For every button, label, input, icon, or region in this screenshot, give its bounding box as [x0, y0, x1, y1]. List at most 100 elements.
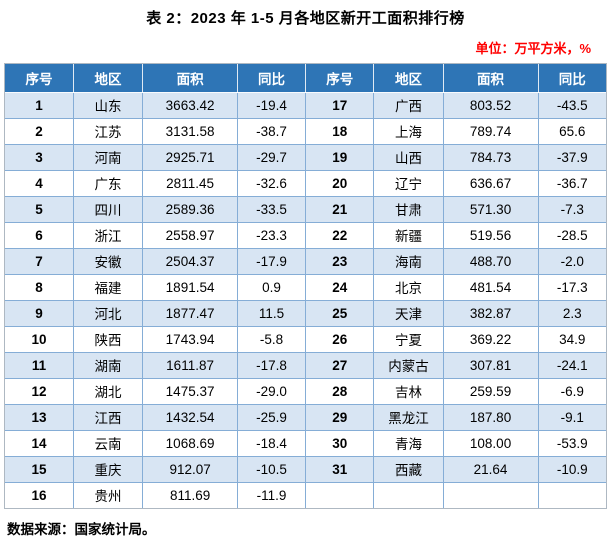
region-cell: 河南 — [72, 144, 144, 171]
region-cell: 河北 — [72, 300, 144, 327]
region-cell: 青海 — [373, 430, 444, 457]
yoy-cell: -19.4 — [237, 92, 306, 119]
yoy-cell: -24.1 — [537, 352, 606, 379]
area-cell: 1877.47 — [142, 300, 239, 327]
region-cell: 天津 — [373, 300, 444, 327]
region-cell: 海南 — [373, 248, 444, 275]
area-cell: 1432.54 — [142, 404, 239, 431]
area-cell: 2504.37 — [142, 248, 239, 275]
area-cell: 803.52 — [442, 92, 539, 119]
region-cell: 山东 — [72, 92, 144, 119]
yoy-cell: -43.5 — [537, 92, 606, 119]
yoy-cell: -9.1 — [537, 404, 606, 431]
area-cell: 2925.71 — [142, 144, 239, 171]
yoy-cell: 34.9 — [537, 326, 606, 353]
rank-cell: 12 — [5, 378, 74, 405]
yoy-cell: -53.9 — [537, 430, 606, 457]
rank-cell: 13 — [5, 404, 74, 431]
yoy-cell: -18.4 — [237, 430, 306, 457]
rank-cell: 5 — [5, 196, 74, 223]
region-cell: 湖南 — [72, 352, 144, 379]
region-cell: 甘肃 — [373, 196, 444, 223]
yoy-cell: -7.3 — [537, 196, 606, 223]
area-cell — [442, 482, 539, 508]
region-cell: 江苏 — [72, 118, 144, 145]
area-cell: 3131.58 — [142, 118, 239, 145]
rank-cell: 10 — [5, 326, 74, 353]
yoy-cell: -17.8 — [237, 352, 306, 379]
region-cell: 云南 — [72, 430, 144, 457]
area-cell: 108.00 — [442, 430, 539, 457]
rank-cell: 9 — [5, 300, 74, 327]
region-cell: 福建 — [72, 274, 144, 301]
region-cell: 黑龙江 — [373, 404, 444, 431]
region-cell: 陕西 — [72, 326, 144, 353]
table-row: 6 浙江 2558.97 -23.3 22 新疆 519.56 -28.5 — [5, 222, 606, 249]
area-cell: 488.70 — [442, 248, 539, 275]
area-cell: 571.30 — [442, 196, 539, 223]
area-cell: 784.73 — [442, 144, 539, 171]
rank-cell: 21 — [304, 196, 375, 223]
rank-cell: 16 — [5, 482, 74, 508]
region-cell: 重庆 — [72, 456, 144, 483]
yoy-cell: -11.9 — [237, 482, 306, 508]
area-cell: 1891.54 — [142, 274, 239, 301]
table-row: 2 江苏 3131.58 -38.7 18 上海 789.74 65.6 — [5, 118, 606, 145]
yoy-cell: -10.9 — [537, 456, 606, 483]
table-row: 16 贵州 811.69 -11.9 — [5, 482, 606, 508]
region-cell: 山西 — [373, 144, 444, 171]
table-row: 7 安徽 2504.37 -17.9 23 海南 488.70 -2.0 — [5, 248, 606, 275]
column-header: 面积 — [442, 64, 539, 93]
rank-cell: 19 — [304, 144, 375, 171]
rank-cell: 27 — [304, 352, 375, 379]
region-cell: 上海 — [373, 118, 444, 145]
rank-cell: 14 — [5, 430, 74, 457]
area-cell: 187.80 — [442, 404, 539, 431]
table-row: 14 云南 1068.69 -18.4 30 青海 108.00 -53.9 — [5, 430, 606, 457]
yoy-cell: 65.6 — [537, 118, 606, 145]
region-cell: 贵州 — [72, 482, 144, 508]
area-cell: 811.69 — [142, 482, 239, 508]
rank-cell: 29 — [304, 404, 375, 431]
header-row: 序号 地区 面积 同比 序号 地区 面积 同比 — [5, 64, 606, 93]
area-cell: 2811.45 — [142, 170, 239, 197]
data-source: 数据来源：国家统计局。 — [7, 522, 156, 537]
rank-cell: 31 — [304, 456, 375, 483]
area-cell: 636.67 — [442, 170, 539, 197]
column-header: 地区 — [72, 64, 144, 93]
area-cell: 259.59 — [442, 378, 539, 405]
rank-cell: 22 — [304, 222, 375, 249]
yoy-cell: -29.0 — [237, 378, 306, 405]
table-row: 13 江西 1432.54 -25.9 29 黑龙江 187.80 -9.1 — [5, 404, 606, 431]
yoy-cell: 2.3 — [537, 300, 606, 327]
rank-cell: 17 — [304, 92, 375, 119]
yoy-cell: -36.7 — [537, 170, 606, 197]
rank-cell: 20 — [304, 170, 375, 197]
table-header: 序号 地区 面积 同比 序号 地区 面积 同比 — [5, 64, 606, 93]
region-cell: 辽宁 — [373, 170, 444, 197]
column-header: 同比 — [537, 64, 606, 93]
rank-cell: 1 — [5, 92, 74, 119]
area-cell: 382.87 — [442, 300, 539, 327]
region-cell: 北京 — [373, 274, 444, 301]
ranking-table-container: 序号 地区 面积 同比 序号 地区 面积 同比 1 山东 3663.42 -19.4 17 广西 803.… — [4, 63, 607, 509]
rank-cell — [304, 482, 375, 508]
table-row: 8 福建 1891.54 0.9 24 北京 481.54 -17.3 — [5, 274, 606, 301]
yoy-cell: -23.3 — [237, 222, 306, 249]
area-cell: 1743.94 — [142, 326, 239, 353]
yoy-cell: -17.3 — [537, 274, 606, 301]
column-header: 面积 — [142, 64, 239, 93]
area-cell: 481.54 — [442, 274, 539, 301]
rank-cell: 23 — [304, 248, 375, 275]
region-cell: 内蒙古 — [373, 352, 444, 379]
area-cell: 1611.87 — [142, 352, 239, 379]
region-cell: 宁夏 — [373, 326, 444, 353]
rank-cell: 15 — [5, 456, 74, 483]
yoy-cell: -2.0 — [537, 248, 606, 275]
yoy-cell: -6.9 — [537, 378, 606, 405]
rank-cell: 24 — [304, 274, 375, 301]
rank-cell: 18 — [304, 118, 375, 145]
rank-cell: 4 — [5, 170, 74, 197]
table-row: 12 湖北 1475.37 -29.0 28 吉林 259.59 -6.9 — [5, 378, 606, 405]
yoy-cell: -38.7 — [237, 118, 306, 145]
